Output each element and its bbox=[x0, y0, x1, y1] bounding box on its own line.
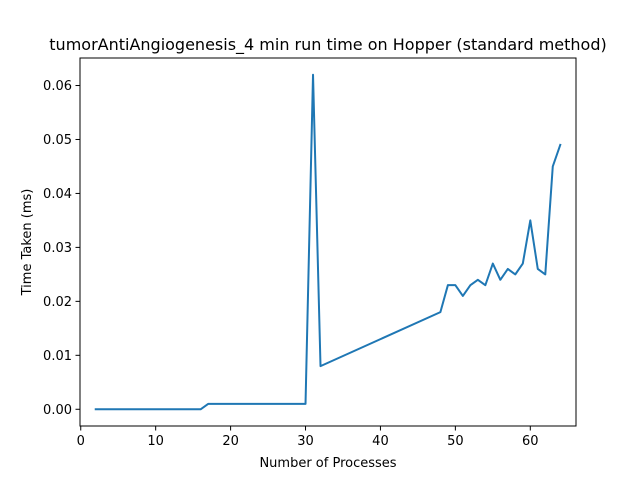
y-tick-label: 0.03 bbox=[43, 241, 72, 256]
x-tick-label: 30 bbox=[297, 434, 314, 449]
x-axis-label: Number of Processes bbox=[259, 456, 396, 471]
axes-frame bbox=[79, 57, 577, 427]
x-tick-label: 10 bbox=[147, 434, 164, 449]
y-tick-label: 0.04 bbox=[43, 187, 72, 202]
y-tick-label: 0.05 bbox=[43, 133, 72, 148]
axes: 0 10 20 30 40 50 60 0.00 0.01 0.02 0.03 0.04 0.05 0.0… bbox=[43, 57, 577, 449]
x-tick-label: 60 bbox=[522, 434, 539, 449]
plot-area bbox=[94, 73, 562, 411]
y-tick-label: 0.06 bbox=[43, 79, 72, 94]
series-line-0 bbox=[94, 73, 562, 411]
chart-title: tumorAntiAngiogenesis_4 min run time on … bbox=[49, 35, 606, 55]
y-axis-label: Time Taken (ms) bbox=[20, 189, 35, 297]
x-tick-label: 20 bbox=[222, 434, 239, 449]
y-tick-label: 0.01 bbox=[43, 349, 72, 364]
x-tick-label: 40 bbox=[372, 434, 389, 449]
y-tick-label: 0.00 bbox=[43, 403, 72, 418]
x-tick-label: 50 bbox=[447, 434, 464, 449]
x-tick-label: 0 bbox=[77, 434, 85, 449]
y-tick-label: 0.02 bbox=[43, 295, 72, 310]
